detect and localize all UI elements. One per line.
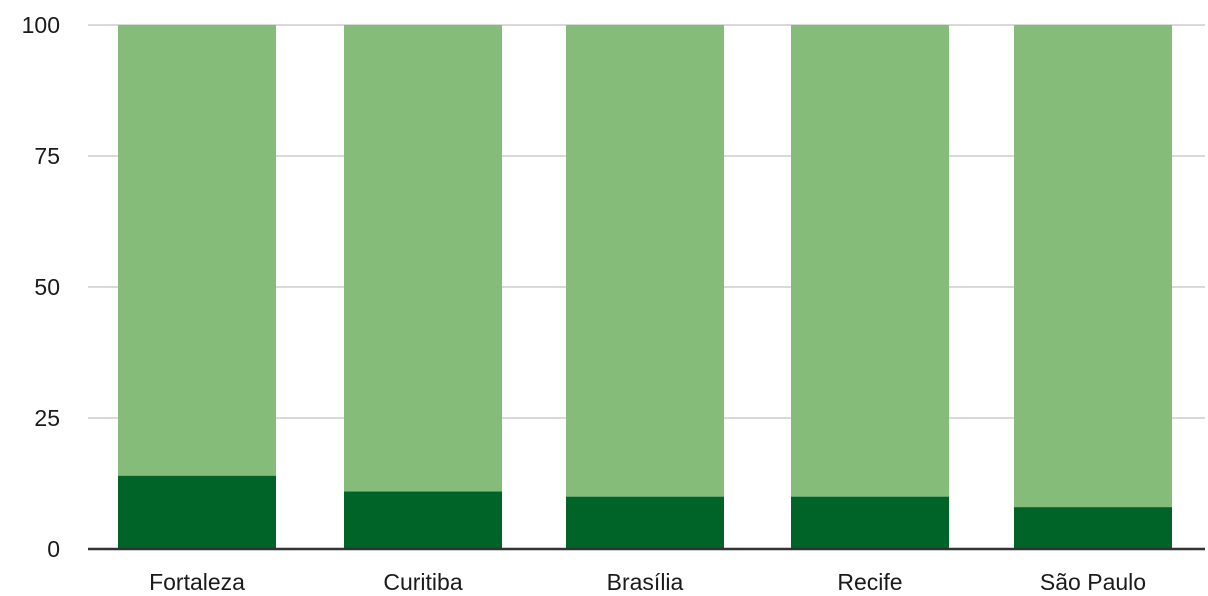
bar-segment-1-0 <box>118 25 276 476</box>
bars <box>118 25 1172 549</box>
y-tick-label: 0 <box>47 536 60 562</box>
bar-segment-1-2 <box>566 25 724 497</box>
x-tick-label: Curitiba <box>383 569 462 595</box>
bar-segment-1-3 <box>791 25 949 497</box>
y-tick-label: 100 <box>22 12 60 38</box>
bar-segment-0-3 <box>791 496 949 549</box>
bar-segment-0-2 <box>566 496 724 549</box>
y-tick-label: 25 <box>34 405 60 431</box>
x-axis: Fortaleza Curitiba Brasília Recife São Paulo <box>88 547 1205 595</box>
y-tick-label: 50 <box>34 274 60 300</box>
x-tick-label: Recife <box>837 569 902 595</box>
bar-segment-1-4 <box>1014 25 1172 508</box>
bar-segment-0-4 <box>1014 507 1172 549</box>
x-tick-label: São Paulo <box>1040 569 1146 595</box>
bar-segment-0-0 <box>118 475 276 549</box>
x-tick-label: Fortaleza <box>149 569 245 595</box>
bar-segment-0-1 <box>344 491 502 549</box>
y-axis: 0 25 50 75 100 <box>22 12 60 562</box>
bar-segment-1-1 <box>344 25 502 492</box>
x-tick-label: Brasília <box>607 569 684 595</box>
y-tick-label: 75 <box>34 143 60 169</box>
